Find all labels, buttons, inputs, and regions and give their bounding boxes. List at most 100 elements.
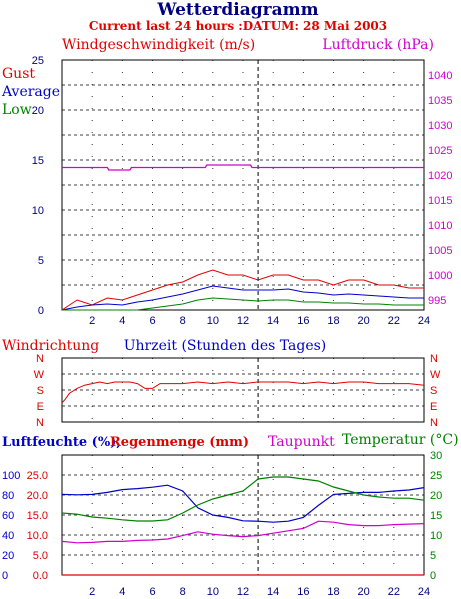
direction-label-left: N [36, 417, 44, 429]
y-tick-label-left: 10 [32, 205, 44, 217]
x-tick-label: 8 [180, 586, 186, 598]
pressure-title: Luftdruck (hPa) [322, 37, 434, 53]
x-tick-label: 6 [149, 315, 155, 327]
y-tick-label-humidity: 60 [2, 510, 14, 522]
y-tick-label-humidity: 20 [2, 550, 14, 562]
x-tick-label: 16 [297, 315, 309, 327]
x-tick-label: 22 [388, 315, 400, 327]
direction-label-left: E [37, 401, 44, 413]
direction-label-left: S [37, 385, 44, 397]
x-tick-label: 6 [149, 586, 155, 598]
direction-panel-series [61, 381, 425, 404]
y-tick-label-left: 25 [32, 55, 44, 67]
y-tick-label-temperature: 0 [430, 570, 436, 582]
y-tick-label-temperature: 30 [430, 450, 442, 462]
y-tick-label-temperature: 25 [430, 470, 442, 482]
x-tick-label: 10 [207, 315, 219, 327]
temperature-title: Temperatur (°C) [342, 432, 459, 448]
y-tick-label-temperature: 10 [430, 530, 442, 542]
chart-subtitle: Current last 24 hours :DATUM: 28 Mai 200… [89, 19, 387, 33]
time-axis-label: Uhrzeit (Stunden des Tages) [124, 338, 327, 354]
x-tick-label: 14 [267, 315, 279, 327]
humidity-title: Luftfeuchte (%), [2, 435, 121, 450]
dewpoint-title: Taupunkt [268, 434, 335, 450]
x-tick-label: 4 [119, 586, 125, 598]
y-tick-label-left: 20 [32, 105, 44, 117]
direction-panel-grid [61, 357, 425, 423]
y-tick-label-rain: 25.0 [27, 470, 48, 482]
direction-label-right: N [430, 417, 438, 429]
y-tick-label-temperature: 20 [430, 490, 442, 502]
humidity-panel-grid [61, 454, 425, 576]
wind-direction-title: Windrichtung [2, 338, 99, 354]
direction-label-right: W [430, 369, 441, 381]
direction-label-right: S [430, 385, 437, 397]
wind-speed-title: Windgeschwindigkeit (m/s) [62, 37, 255, 53]
direction-label-right: E [430, 401, 437, 413]
legend-gust: Gust [2, 66, 35, 82]
y-tick-label-left: 15 [32, 155, 44, 167]
x-tick-label: 24 [418, 586, 430, 598]
humidity-panel-ticks: 0 20 40 60 80 100 0.0 5.0 10.0 15.0 20.0 25.0 0 5 10 15… [2, 450, 442, 598]
x-tick-label: 2 [89, 315, 95, 327]
y-tick-label-humidity: 100 [2, 470, 20, 482]
y-tick-label-right: 995 [428, 295, 446, 307]
y-tick-label-right: 1010 [428, 220, 452, 232]
rain-title: Regenmenge (mm) [110, 435, 249, 450]
series-line-average [61, 285, 424, 311]
legend-average: Average [1, 84, 60, 100]
y-tick-label-temperature: 5 [430, 550, 436, 562]
series-line-luftdruck [62, 164, 424, 171]
legend-low: Low [2, 102, 32, 118]
x-tick-label: 10 [207, 586, 219, 598]
y-tick-label-humidity: 40 [2, 530, 14, 542]
y-tick-label-rain: 20.0 [27, 490, 48, 502]
y-tick-label-temperature: 15 [430, 510, 442, 522]
y-tick-label-right: 1000 [428, 270, 452, 282]
series-line-low [62, 297, 424, 311]
y-tick-label-rain: 10.0 [27, 530, 48, 542]
y-tick-label-right: 1020 [428, 170, 452, 182]
direction-label-right: N [430, 353, 438, 365]
y-tick-label-left: 0 [38, 305, 44, 317]
y-tick-label-right: 1005 [428, 245, 452, 257]
y-tick-label-humidity: 80 [2, 490, 14, 502]
y-tick-label-right: 1030 [428, 120, 452, 132]
y-tick-label-humidity: 0 [2, 570, 8, 582]
direction-label-left: N [36, 353, 44, 365]
series-line-luftfeuchte [61, 484, 425, 523]
y-tick-label-rain: 15.0 [27, 510, 48, 522]
wind-panel-ticks: 0510152025995100010051010101510201025103… [32, 55, 453, 327]
humidity-panel-series [61, 476, 425, 576]
y-tick-label-right: 1035 [428, 95, 452, 107]
series-line-gust [61, 269, 424, 311]
x-tick-label: 24 [418, 315, 430, 327]
chart-title: Wetterdiagramm [156, 0, 318, 20]
y-tick-label-right: 1015 [428, 195, 452, 207]
x-tick-label: 18 [327, 586, 339, 598]
wind-panel-series [61, 164, 424, 311]
series-line-taupunkt [61, 520, 425, 544]
x-tick-label: 2 [89, 586, 95, 598]
y-tick-label-right: 1040 [428, 70, 452, 82]
x-tick-label: 12 [237, 586, 249, 598]
x-tick-label: 18 [327, 315, 339, 327]
x-tick-label: 22 [388, 586, 400, 598]
x-tick-label: 20 [358, 315, 370, 327]
x-tick-label: 14 [267, 586, 279, 598]
series-line-temperatur [61, 476, 425, 522]
wind-panel-grid [61, 59, 425, 311]
direction-panel-ticks: N NW WS SE EN N [34, 353, 441, 429]
y-tick-label-left: 5 [38, 255, 44, 267]
x-tick-label: 4 [119, 315, 125, 327]
x-tick-label: 20 [358, 586, 370, 598]
direction-label-left: W [34, 369, 45, 381]
y-tick-label-rain: 5.0 [33, 550, 48, 562]
x-tick-label: 8 [180, 315, 186, 327]
series-line-windrichtung [61, 381, 425, 404]
x-tick-label: 16 [297, 586, 309, 598]
y-tick-label-right: 1025 [428, 145, 452, 157]
y-tick-label-rain: 0.0 [33, 570, 48, 582]
x-tick-label: 12 [237, 315, 249, 327]
